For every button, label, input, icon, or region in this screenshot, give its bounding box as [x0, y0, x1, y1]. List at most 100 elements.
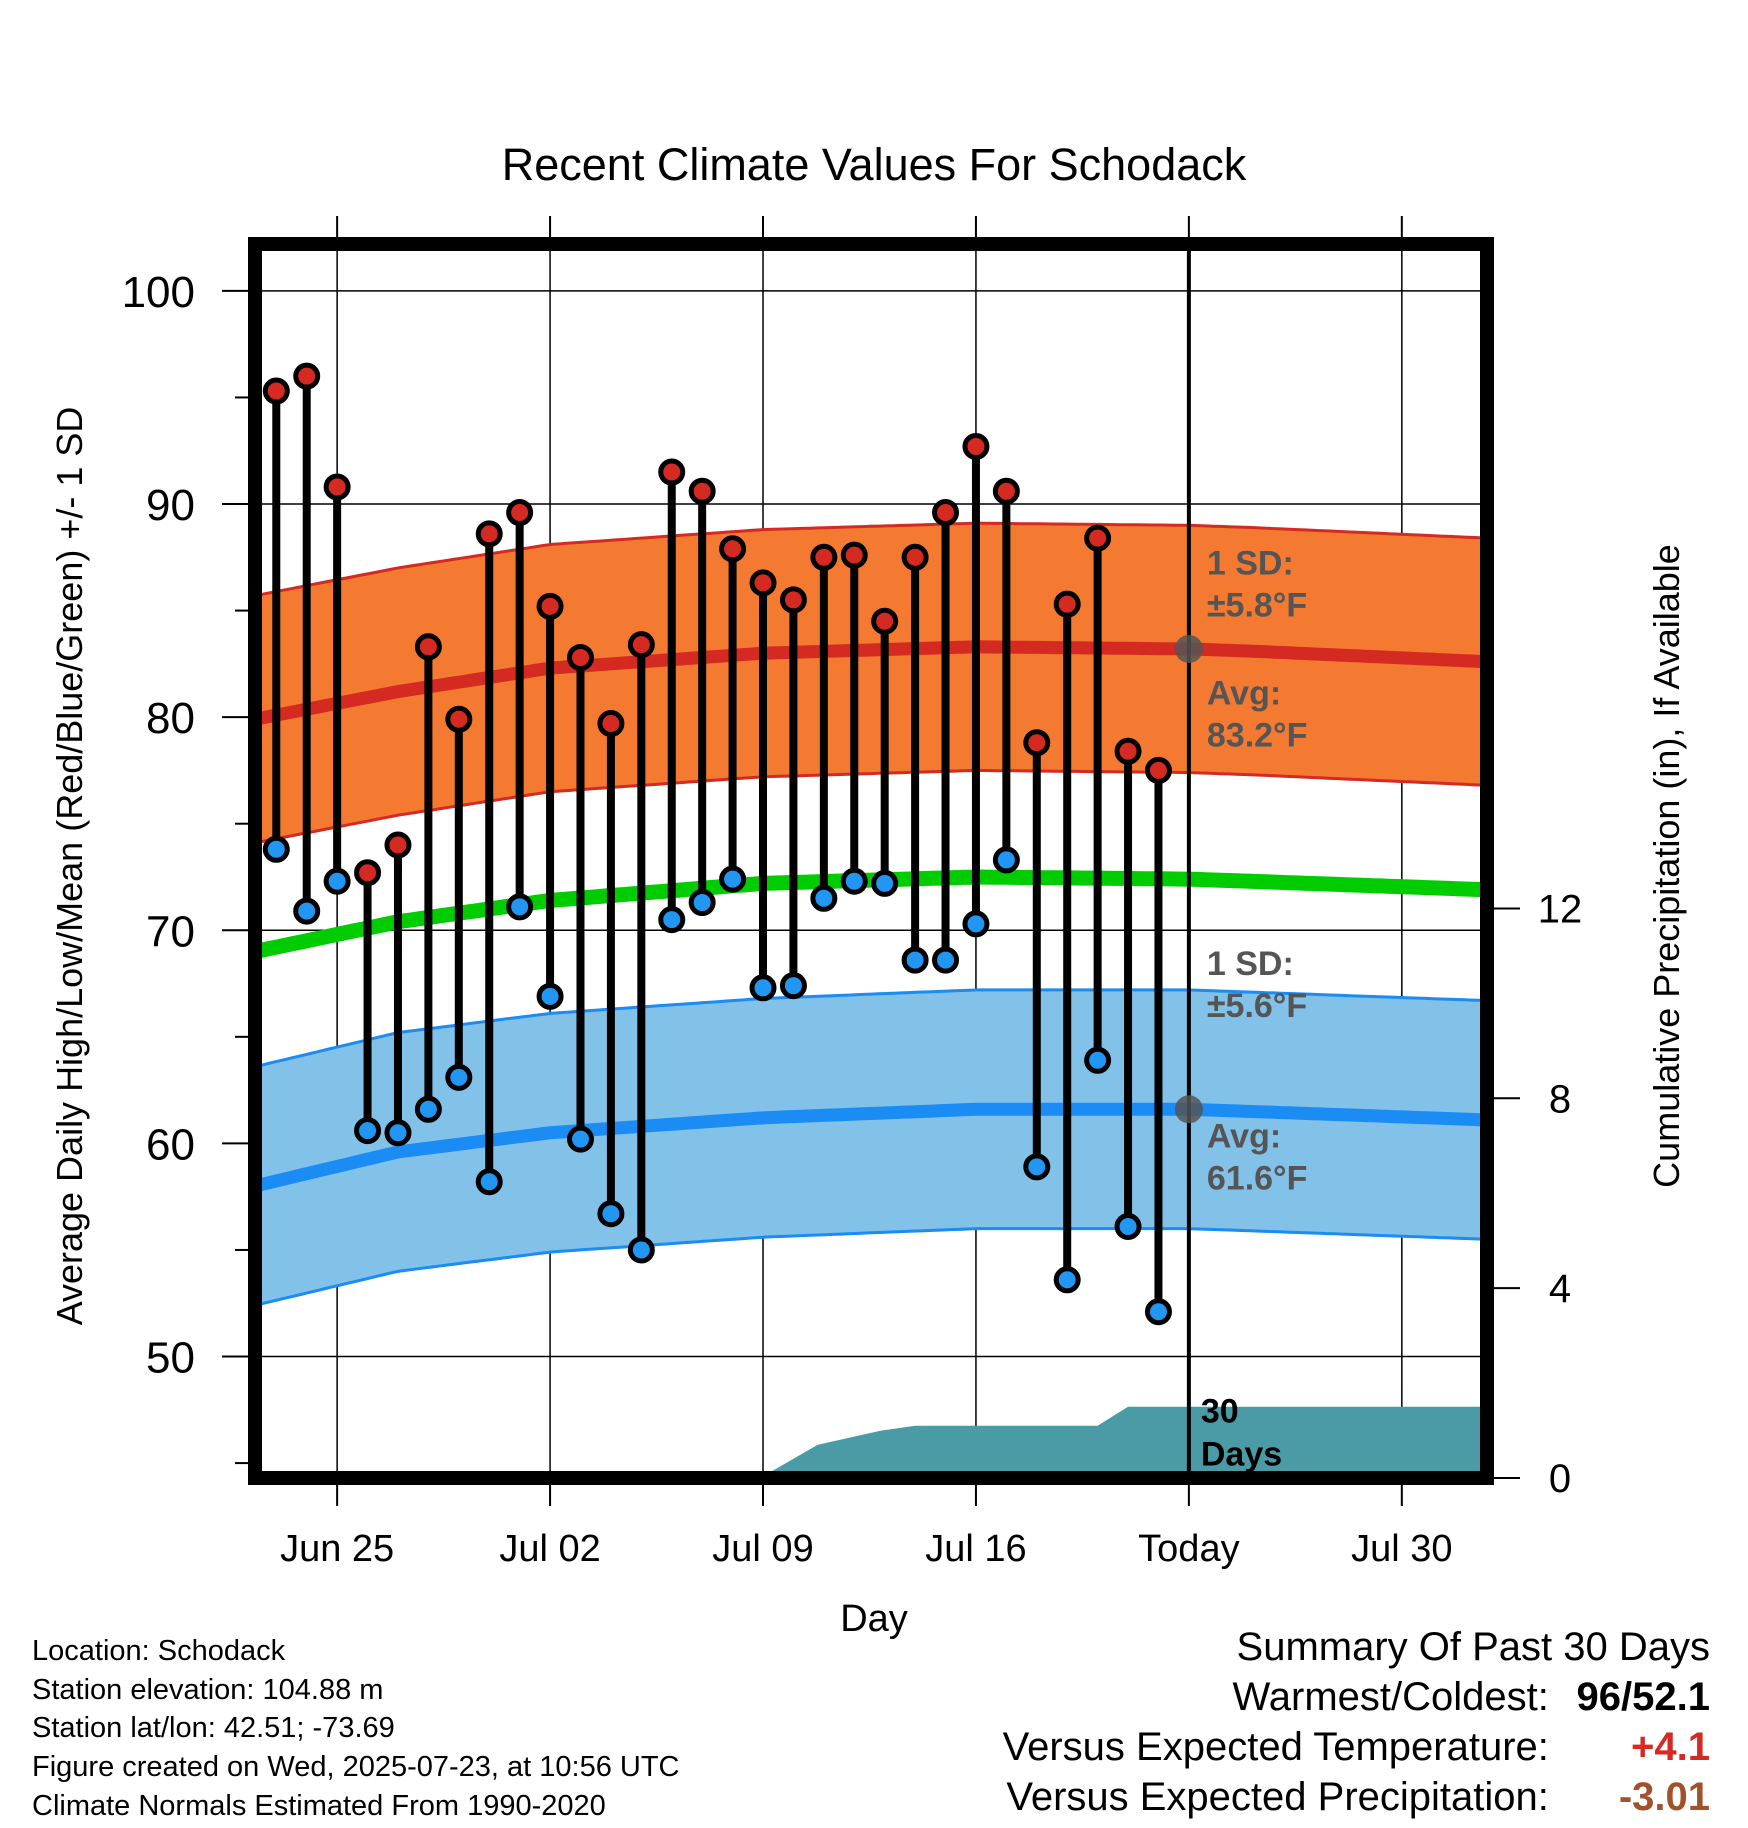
- observed-high-point: [384, 831, 412, 859]
- plot-area: 1 SD: ±5.8°F Avg: 83.2°F 1 SD: ±5.6°F Avg: 61.6…: [122, 216, 1583, 1570]
- observed-high-point: [871, 607, 899, 635]
- observed-low-point: [536, 982, 564, 1010]
- observed-high-point: [719, 535, 747, 563]
- observed-low-point: [749, 974, 777, 1002]
- observed-high-point: [536, 592, 564, 620]
- summary-precip-label: Versus Expected Precipitation:: [1006, 1775, 1549, 1819]
- observed-low-point: [840, 867, 868, 895]
- observed-low-point: [779, 972, 807, 1000]
- observed-high-point: [323, 473, 351, 501]
- footer-latlon: Station lat/lon: 42.51; -73.69: [32, 1712, 395, 1744]
- observed-low-point: [1084, 1046, 1112, 1074]
- x-tick-label: Jul 16: [925, 1528, 1026, 1570]
- summary-title: Summary Of Past 30 Days: [1236, 1625, 1710, 1669]
- observed-high-point: [445, 705, 473, 733]
- low-avg-annotation-value: 61.6°F: [1207, 1160, 1308, 1198]
- observed-high-point: [597, 710, 625, 738]
- observed-high-point: [475, 520, 503, 548]
- plot-frame: [248, 237, 1494, 1485]
- normal-mean-line: [253, 869, 1488, 959]
- normal-low-line: [253, 1102, 1488, 1193]
- window-annotation-count: 30: [1201, 1393, 1239, 1431]
- observed-high-point: [1023, 729, 1051, 757]
- x-tick-label: Jun 25: [280, 1528, 394, 1570]
- x-tick-label: Jul 09: [712, 1528, 813, 1570]
- footer-normals: Climate Normals Estimated From 1990-2020: [32, 1790, 606, 1822]
- observed-low-point: [323, 867, 351, 895]
- high-avg-annotation-value: 83.2°F: [1207, 716, 1308, 754]
- observed-high-point: [354, 859, 382, 887]
- observed-high-point: [688, 477, 716, 505]
- observed-high-point: [840, 541, 868, 569]
- high-sd-annotation-label: 1 SD:: [1207, 544, 1294, 582]
- observed-low-point: [354, 1117, 382, 1145]
- observed-high-point: [810, 543, 838, 571]
- today-low-normal-marker: [1174, 1095, 1203, 1124]
- observed-low-point: [932, 946, 960, 974]
- observed-high-point: [1144, 756, 1172, 784]
- observed-low-point: [566, 1125, 594, 1153]
- y-axis-label: Average Daily High/Low/Mean (Red/Blue/Gr…: [49, 407, 90, 1326]
- footer-created: Figure created on Wed, 2025-07-23, at 10…: [32, 1751, 680, 1783]
- observed-high-point: [658, 458, 686, 486]
- high-avg-annotation-label: Avg:: [1207, 674, 1281, 712]
- low-sd-band: [255, 989, 1487, 1306]
- observed-low-point: [871, 869, 899, 897]
- footer-location: Location: Schodack: [32, 1635, 286, 1667]
- y2-tick-label: 8: [1549, 1077, 1571, 1121]
- observed-low-point: [475, 1168, 503, 1196]
- y2-tick-label: 4: [1549, 1267, 1571, 1311]
- observed-high-point: [414, 633, 442, 661]
- observed-high-point: [1084, 524, 1112, 552]
- observed-low-point: [658, 906, 686, 934]
- observed-low-point: [445, 1063, 473, 1091]
- low-sd-annotation-label: 1 SD:: [1207, 945, 1294, 983]
- chart-title: Recent Climate Values For Schodack: [502, 139, 1247, 190]
- observed-high-point: [962, 432, 990, 460]
- observed-low-point: [1144, 1298, 1172, 1326]
- normal-high-line: [253, 640, 1488, 726]
- summary-warmest-label: Warmest/Coldest:: [1232, 1675, 1549, 1719]
- observed-low-point: [688, 889, 716, 917]
- x-tick-label: Jul 30: [1351, 1528, 1452, 1570]
- summary-warmest-high: 96: [1576, 1675, 1622, 1719]
- y-tick-label: 70: [146, 907, 195, 956]
- observed-low-point: [506, 893, 534, 921]
- observed-low-point: [384, 1119, 412, 1147]
- observed-high-point: [293, 362, 321, 390]
- observed-low-point: [901, 946, 929, 974]
- observed-low-point: [810, 884, 838, 912]
- summary-precip-row: Versus Expected Precipitation: -3.01: [1006, 1775, 1710, 1820]
- observed-low-point: [962, 910, 990, 938]
- y2-tick-label: 12: [1538, 887, 1583, 931]
- observed-high-point: [506, 499, 534, 527]
- summary-temp-row: Versus Expected Temperature: +4.1: [1003, 1725, 1710, 1770]
- summary-coldest-low: 52.1: [1632, 1675, 1710, 1719]
- observed-high-point: [566, 643, 594, 671]
- low-avg-annotation-label: Avg:: [1207, 1118, 1281, 1156]
- summary-warmest-value: 96/52.1: [1576, 1675, 1710, 1719]
- summary-temp-value: +4.1: [1631, 1725, 1710, 1769]
- observed-low-point: [1053, 1266, 1081, 1294]
- precip-area: [760, 1406, 1487, 1478]
- y2-tick-label: 0: [1549, 1457, 1571, 1501]
- y-tick-label: 100: [122, 268, 195, 317]
- observed-low-point: [597, 1200, 625, 1228]
- observed-low-point: [627, 1236, 655, 1264]
- high-sd-annotation-value: ±5.8°F: [1207, 586, 1307, 624]
- y-tick-label: 90: [146, 481, 195, 530]
- y-tick-label: 80: [146, 694, 195, 743]
- observed-low-point: [1114, 1213, 1142, 1241]
- y-tick-label: 60: [146, 1120, 195, 1169]
- y-tick-label: 50: [146, 1334, 195, 1383]
- observed-high-point: [1114, 737, 1142, 765]
- observed-low-point: [719, 865, 747, 893]
- observed-high-point: [1053, 590, 1081, 618]
- low-sd-lower-line: [254, 1227, 1488, 1307]
- observed-low-point: [293, 897, 321, 925]
- observed-low-point: [992, 846, 1020, 874]
- summary-precip-value: -3.01: [1618, 1775, 1710, 1819]
- x-tick-label: Today: [1138, 1528, 1239, 1570]
- observed-high-point: [992, 477, 1020, 505]
